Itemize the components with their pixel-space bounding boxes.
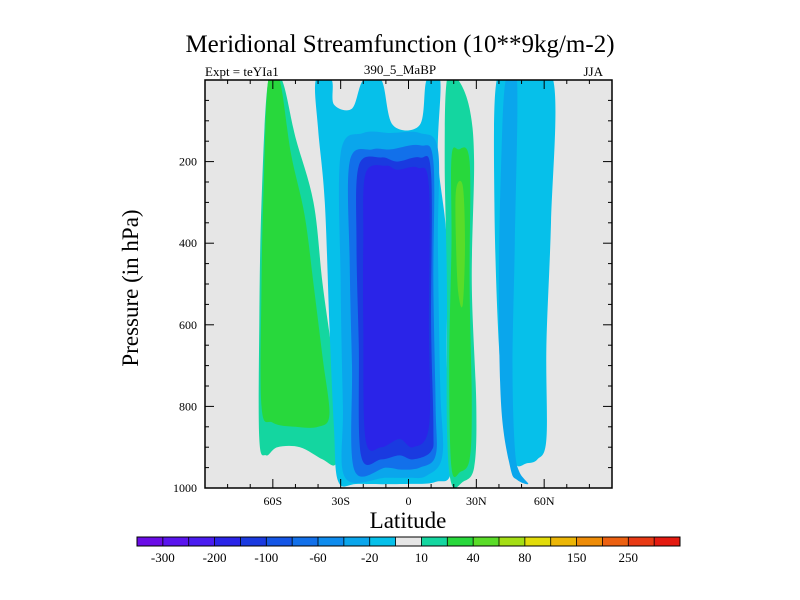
y-tick-label: 800: [179, 399, 197, 413]
colorbar-label: 80: [518, 550, 531, 565]
x-tick-label: 0: [406, 494, 412, 508]
nh-positive-core: [449, 147, 472, 478]
colorbar-swatch: [137, 537, 164, 546]
colorbar: -300 -200 -100 -60 -20 10 40 80 150 250: [136, 536, 681, 565]
period-label: 390_5_MaBP: [363, 62, 437, 77]
colorbar-label: -60: [309, 550, 326, 565]
x-tick-label: 60N: [534, 494, 555, 508]
y-tick-label: 400: [179, 236, 197, 250]
colorbar-swatch: [576, 537, 603, 546]
equatorial-negative-cell-core: [363, 165, 431, 451]
y-tick-label: 200: [179, 155, 197, 169]
colorbar-frame: [136, 536, 681, 547]
experiment-label: Expt = teYIa1: [205, 64, 279, 79]
colorbar-swatch: [188, 537, 215, 546]
colorbar-swatch: [240, 537, 267, 546]
y-axis-title: Pressure (in hPa): [118, 209, 143, 366]
colorbar-swatch: [499, 537, 526, 546]
colorbar-swatch: [369, 537, 396, 546]
colorbar-swatch: [602, 537, 629, 546]
x-tick-label: 30N: [466, 494, 487, 508]
colorbar-swatch: [395, 537, 422, 546]
nh-negative-core: [498, 80, 529, 485]
y-tick-label: 1000: [173, 481, 197, 495]
colorbar-label: -300: [151, 550, 175, 565]
colorbar-label: -200: [203, 550, 227, 565]
colorbar-swatch: [162, 537, 190, 546]
colorbar-swatch: [654, 537, 681, 546]
colorbar-label: 150: [567, 550, 587, 565]
colorbar-swatch: [628, 537, 655, 546]
colorbar-swatch: [473, 537, 500, 546]
colorbar-swatch: [343, 537, 371, 546]
colorbar-swatch: [550, 537, 577, 546]
nh-positive-max: [455, 180, 465, 308]
colorbar-swatch: [266, 537, 293, 546]
colorbar-swatch: [318, 537, 345, 546]
x-axis: 60S 30S 0 30N 60N: [227, 80, 590, 508]
y-tick-label: 600: [179, 318, 197, 332]
colorbar-label: -20: [361, 550, 378, 565]
colorbar-swatch: [292, 537, 319, 546]
y-axis: 200 400 600 800 1000: [173, 99, 612, 495]
sh-positive-core: [260, 80, 330, 428]
x-axis-title: Latitude: [370, 508, 447, 533]
chart-title: Meridional Streamfunction (10**9kg/m-2): [185, 31, 615, 58]
colorbar-label: 250: [619, 550, 639, 565]
colorbar-swatch: [447, 537, 474, 546]
x-tick-label: 30S: [331, 494, 350, 508]
x-tick-label: 60S: [263, 494, 282, 508]
colorbar-label: 40: [467, 550, 480, 565]
contour-regions: [258, 80, 556, 488]
colorbar-swatch: [421, 537, 448, 546]
season-label: JJA: [583, 64, 603, 79]
colorbar-swatch: [524, 537, 552, 546]
colorbar-label: -100: [254, 550, 278, 565]
colorbar-label: 10: [415, 550, 428, 565]
colorbar-swatch: [214, 537, 241, 546]
